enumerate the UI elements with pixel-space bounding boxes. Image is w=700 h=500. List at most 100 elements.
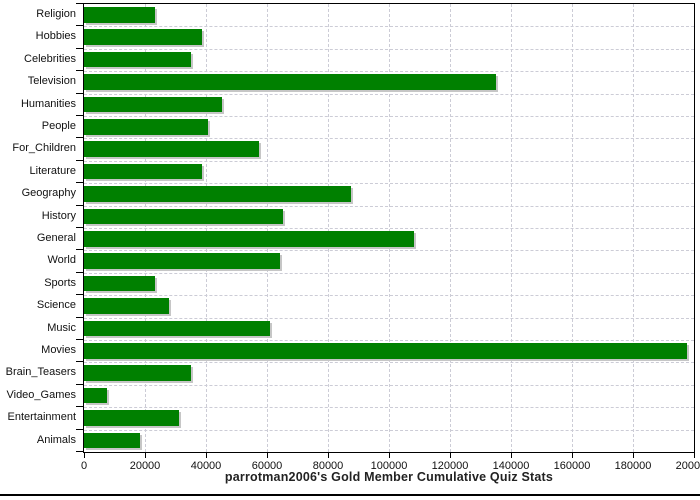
category-tick	[76, 70, 83, 72]
category-label: Music	[47, 321, 76, 334]
value-tick	[633, 453, 634, 458]
bar-video_games	[84, 387, 107, 404]
bar-for_children	[84, 141, 260, 157]
value-tick	[206, 453, 207, 458]
category-tick	[76, 115, 83, 116]
horizontal-gridline	[84, 48, 694, 50]
bar-religion	[84, 7, 156, 23]
bar-music	[84, 320, 271, 337]
category-label: For_Children	[12, 142, 76, 155]
horizontal-gridline	[84, 160, 694, 162]
value-tick	[450, 453, 451, 458]
category-label: World	[47, 254, 76, 267]
category-label: Celebrities	[24, 52, 76, 65]
category-tick	[76, 406, 83, 408]
bar-geography	[84, 186, 351, 202]
horizontal-gridline	[84, 362, 694, 364]
value-tick	[511, 453, 512, 458]
horizontal-gridline	[84, 407, 694, 409]
bar-television	[84, 74, 497, 90]
horizontal-gridline	[84, 429, 694, 431]
horizontal-gridline	[84, 340, 694, 341]
bar-people	[84, 119, 208, 135]
value-label: 80000	[312, 460, 344, 472]
horizontal-gridline	[84, 183, 694, 185]
bar-sports	[84, 275, 156, 292]
horizontal-gridline	[84, 384, 694, 386]
value-label: 40000	[190, 460, 222, 472]
category-tick	[76, 271, 83, 273]
bar-animals	[84, 432, 140, 449]
category-tick	[76, 249, 83, 251]
bar-humanities	[84, 96, 223, 113]
horizontal-gridline	[84, 228, 694, 229]
category-label: Hobbies	[35, 30, 76, 43]
bar-celebrities	[84, 51, 192, 68]
value-label: 120000	[431, 460, 469, 472]
category-tick	[76, 361, 83, 363]
category-tick	[76, 339, 83, 340]
horizontal-gridline	[84, 138, 694, 140]
bar-entertainment	[84, 410, 180, 426]
category-label: Sports	[44, 276, 76, 289]
chart-title: parrotman2006's Gold Member Cumulative Q…	[224, 470, 554, 484]
bar-history	[84, 208, 283, 225]
horizontal-gridline	[84, 93, 694, 95]
bar-brain_teasers	[84, 365, 192, 381]
horizontal-gridline	[84, 250, 694, 252]
category-tick	[76, 451, 83, 452]
value-label: 200000	[675, 460, 700, 472]
bottom-divider	[0, 494, 700, 496]
bar-science	[84, 298, 169, 314]
value-tick	[694, 453, 695, 458]
category-label: Entertainment	[7, 411, 76, 424]
value-tick	[267, 453, 268, 458]
category-tick	[76, 182, 83, 184]
category-tick	[76, 137, 83, 139]
value-label: 60000	[251, 460, 283, 472]
bar-world	[84, 253, 281, 269]
category-tick	[76, 25, 83, 27]
bar-movies	[84, 343, 688, 359]
value-tick	[328, 453, 329, 458]
value-label: 0	[80, 460, 88, 472]
value-label: 20000	[129, 460, 161, 472]
value-tick	[84, 453, 85, 458]
category-tick	[76, 294, 83, 296]
category-label: People	[41, 120, 76, 132]
value-tick	[389, 453, 390, 458]
horizontal-gridline	[84, 116, 694, 117]
category-tick	[76, 47, 83, 49]
category-label: Humanities	[20, 97, 76, 110]
category-tick	[76, 159, 83, 161]
horizontal-gridline	[84, 26, 694, 28]
category-tick	[76, 3, 83, 4]
category-label: Television	[27, 75, 76, 88]
category-label: History	[41, 209, 76, 222]
category-tick	[76, 383, 83, 385]
category-label: Literature	[29, 164, 76, 177]
value-label: 160000	[553, 460, 591, 472]
value-tick	[145, 453, 146, 458]
value-label: 140000	[492, 460, 530, 472]
value-tick	[572, 453, 573, 458]
category-label: Brain_Teasers	[5, 366, 76, 379]
bar-hobbies	[84, 29, 203, 45]
horizontal-gridline	[84, 272, 694, 274]
plot-area	[83, 3, 695, 453]
category-tick	[76, 204, 83, 206]
value-label: 180000	[614, 460, 652, 472]
category-tick	[76, 92, 83, 94]
category-tick	[76, 227, 83, 228]
category-tick	[76, 428, 83, 430]
bar-general	[84, 231, 414, 247]
category-tick	[76, 316, 83, 318]
category-axis: Religion Hobbies Celebrities Television Huma…	[0, 3, 83, 453]
category-label: General	[36, 232, 76, 244]
horizontal-gridline	[84, 295, 694, 297]
horizontal-gridline	[84, 71, 694, 73]
category-label: Movies	[41, 344, 76, 356]
value-label: 100000	[370, 460, 408, 472]
category-label: Animals	[36, 433, 76, 446]
